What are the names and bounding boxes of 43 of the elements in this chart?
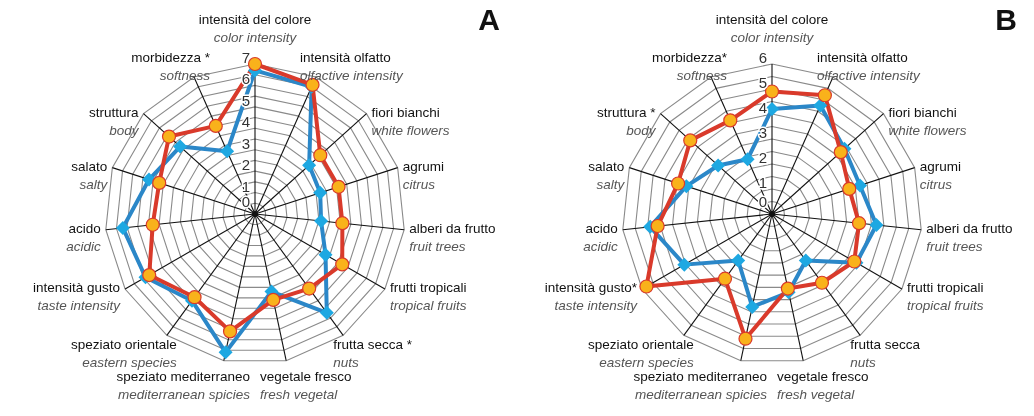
y-tick-label: 1 [758,173,767,191]
y-tick-label: 5 [758,73,767,91]
spoke-label: alberi da frutto fruit trees [409,220,496,254]
spoke-label: fiori bianchi white flowers [888,104,967,138]
y-tick-label: 5 [241,91,250,109]
spoke-label: intensità del colore color intensity [715,12,829,45]
spoke-label: morbidezza* softness [651,49,728,83]
spoke-label: intensità gusto taste intensity [33,280,122,313]
spoke-label: salato salty [71,158,109,192]
spoke-label: vegetale fresco fresh vegetal [777,368,869,402]
spoke-label: agrumi citrus [402,158,444,192]
chart-title: B [995,3,1017,36]
chart-title: A [478,3,500,36]
y-tick-label: 2 [241,156,250,174]
y-tick-label: 4 [241,113,250,131]
spoke-label: frutta secca * nuts [333,337,413,371]
spoke-label: struttura body [89,104,140,138]
spoke-label: frutta secca nuts [850,337,921,371]
spoke-label: intensità gusto* taste intensity [544,280,639,313]
spoke-label: intensità olfatto olfactive intensity [300,49,405,83]
spoke-label: acido acidic [583,220,619,254]
spoke-label: agrumi citrus [919,158,961,192]
y-tick-label: 7 [241,48,250,66]
spoke-label: speziato mediterraneo mediterranean spicies [633,368,768,402]
spoke-label: salato salty [588,158,626,192]
spoke-label: frutti tropicali tropical fruits [389,280,467,313]
y-tick-label: 2 [758,148,767,166]
spoke-label: fiori bianchi white flowers [371,104,450,138]
spoke-label: intensità olfatto olfactive intensity [817,49,922,83]
spoke-label: frutti tropicali tropical fruits [906,280,984,313]
spoke-label: speziato mediterraneo mediterranean spicies [116,368,251,402]
spoke-label: speziato orientale eastern species [71,337,178,371]
spoke-label: alberi da frutto fruit trees [926,220,1013,254]
y-tick-label: 1 [241,177,250,195]
spoke-label: intensità del colore color intensity [198,12,312,45]
spoke-label: speziato orientale eastern species [588,337,695,371]
spoke-label: acido acidic [66,220,102,254]
y-tick-label: 4 [758,98,767,116]
spoke-label: morbidezza * softness [131,49,211,83]
y-tick-label: 6 [758,48,767,66]
y-tick-label: 3 [241,134,250,152]
spoke-label: struttura * body [597,104,657,138]
spoke-label: vegetale fresco fresh vegetal [260,368,352,402]
